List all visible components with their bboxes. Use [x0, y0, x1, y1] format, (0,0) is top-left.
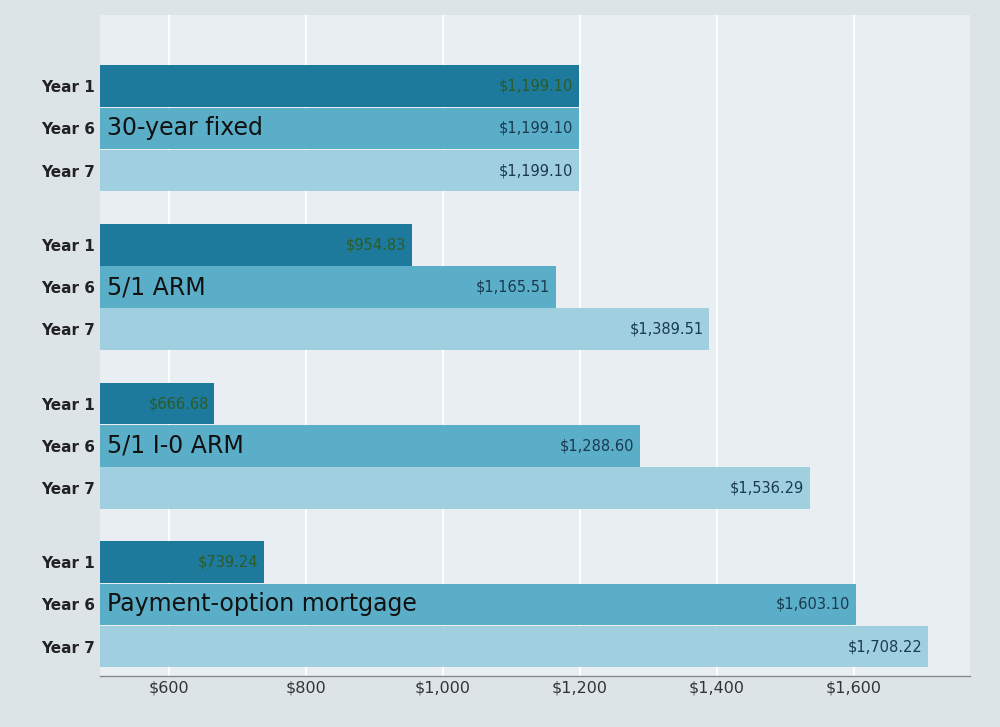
- Text: $666.68: $666.68: [148, 396, 209, 411]
- Bar: [0, 150, 579, 191]
- Bar: [0, 542, 264, 583]
- Bar: [0, 65, 579, 107]
- Text: 5/1 ARM: 5/1 ARM: [107, 275, 205, 299]
- Bar: [0, 308, 709, 350]
- Text: Payment-option mortgage: Payment-option mortgage: [107, 593, 417, 616]
- Bar: [0, 108, 579, 149]
- Text: $1,288.60: $1,288.60: [560, 438, 635, 453]
- Text: $1,199.10: $1,199.10: [499, 163, 573, 178]
- Bar: [0, 382, 214, 425]
- Bar: [0, 266, 556, 308]
- Text: $1,199.10: $1,199.10: [499, 121, 573, 136]
- Text: $1,165.51: $1,165.51: [476, 280, 550, 294]
- Bar: [0, 467, 810, 509]
- Text: 5/1 I-0 ARM: 5/1 I-0 ARM: [107, 434, 244, 458]
- Bar: [0, 626, 928, 667]
- Text: $1,708.22: $1,708.22: [847, 639, 922, 654]
- Text: $954.83: $954.83: [346, 238, 406, 252]
- Text: $1,199.10: $1,199.10: [499, 79, 573, 94]
- Bar: [0, 425, 640, 467]
- Bar: [0, 584, 856, 625]
- Text: 30-year fixed: 30-year fixed: [107, 116, 263, 140]
- Text: $1,389.51: $1,389.51: [630, 322, 704, 337]
- Text: $739.24: $739.24: [198, 555, 258, 570]
- Text: $1,536.29: $1,536.29: [730, 481, 804, 495]
- Bar: [0, 224, 412, 266]
- Text: $1,603.10: $1,603.10: [776, 597, 850, 612]
